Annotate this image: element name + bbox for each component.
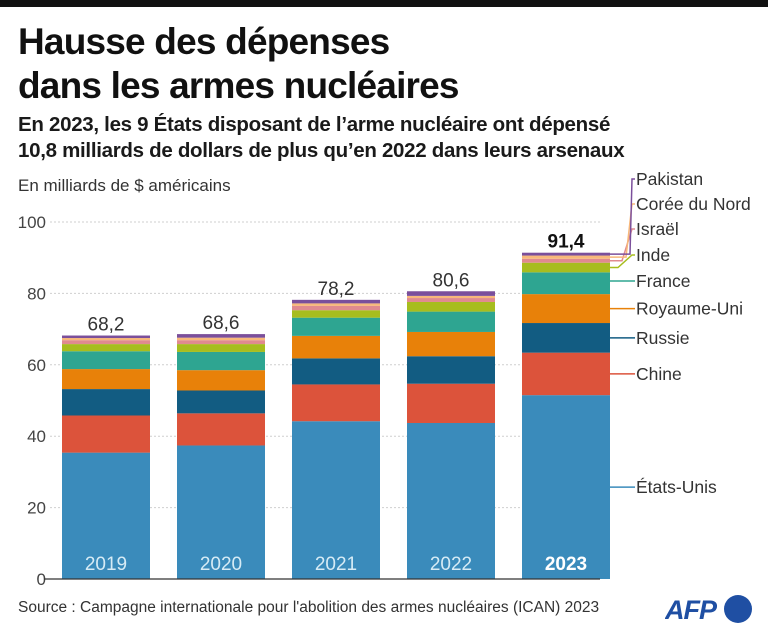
- bar-segment-chine: [522, 352, 610, 396]
- bar-segment-pakistan: [407, 291, 495, 296]
- total-label: 68,6: [203, 313, 240, 334]
- bar-segment-isra-l: [177, 340, 265, 345]
- chart-title: Hausse des dépenses dans les armes nuclé…: [18, 20, 658, 108]
- total-label: 78,2: [318, 279, 355, 300]
- bar-segment--tats-unis: [177, 445, 265, 579]
- y-tick-label: 40: [27, 427, 46, 446]
- bar-segment-pakistan: [292, 299, 380, 304]
- legend-label-chine: Chine: [636, 364, 682, 384]
- y-tick-label: 0: [37, 570, 46, 589]
- legend-label-cor-e-du-nord: Corée du Nord: [636, 194, 751, 214]
- top-rule: [0, 0, 768, 7]
- afp-logo: AFP: [665, 595, 752, 625]
- bar-segment-cor-e-du-nord: [62, 338, 150, 341]
- bar-segment-inde: [522, 262, 610, 273]
- y-tick-label: 60: [27, 356, 46, 375]
- bar-segment-chine: [62, 415, 150, 453]
- bar-segment-cor-e-du-nord: [522, 255, 610, 259]
- subtitle-line-2: 10,8 milliards de dollars de plus qu’en …: [18, 139, 625, 162]
- legend-label-france: France: [636, 271, 690, 291]
- legend-label-inde: Inde: [636, 245, 670, 265]
- afp-logo-text: AFP: [665, 595, 718, 625]
- bars: [62, 252, 610, 579]
- legend-leader-inde: [610, 254, 635, 269]
- bar-segment-cor-e-du-nord: [407, 295, 495, 299]
- title-line-2: dans les armes nucléaires: [18, 65, 460, 106]
- total-label: 68,2: [88, 315, 125, 336]
- afp-logo-dot: [724, 595, 752, 623]
- bar-segment-pakistan: [522, 252, 610, 256]
- legend-label-pakistan: Pakistan: [636, 169, 703, 189]
- legend-leader-pakistan: [610, 178, 635, 255]
- bar-segment-france: [522, 272, 610, 295]
- bar-segment-russie: [292, 358, 380, 385]
- bar-segment-isra-l: [407, 298, 495, 302]
- total-label: 80,6: [433, 270, 470, 291]
- legend-label-royaume-uni: Royaume-Uni: [636, 299, 743, 319]
- bar-segment-isra-l: [522, 258, 610, 263]
- bar-segment-inde: [62, 344, 150, 352]
- legend: États-Unis Chine Russie Royaume-Uni France In…: [610, 169, 751, 497]
- bar-segment-isra-l: [62, 340, 150, 345]
- source-note: Source : Campagne internationale pour l'…: [18, 599, 600, 616]
- bar-segment-royaume-uni: [407, 331, 495, 357]
- total-label: 91,4: [548, 232, 585, 253]
- subtitle-line-1: En 2023, les 9 États disposant de l’arme…: [18, 113, 611, 136]
- bar-segment-pakistan: [62, 335, 150, 339]
- bar-segment-france: [407, 311, 495, 332]
- y-tick-label: 80: [27, 284, 46, 303]
- bar-segment-chine: [407, 383, 495, 423]
- bar-segment--tats-unis: [292, 421, 380, 579]
- bar-2020: [177, 334, 265, 579]
- bar-segment-isra-l: [292, 305, 380, 311]
- bar-segment-cor-e-du-nord: [292, 303, 380, 306]
- bar-segment-inde: [177, 344, 265, 352]
- legend-label-isra-l: Israël: [636, 219, 679, 239]
- bar-segment-royaume-uni: [177, 370, 265, 391]
- bar-segment-cor-e-du-nord: [177, 337, 265, 341]
- bar-segment--tats-unis: [407, 422, 495, 579]
- bar-segment-russie: [177, 390, 265, 414]
- legend-leader-cor-e-du-nord: [610, 203, 635, 258]
- bar-segment-inde: [407, 301, 495, 312]
- bar-segment-royaume-uni: [62, 369, 150, 390]
- bar-2021: [292, 299, 380, 579]
- total-labels: 68,2 68,6 78,2 80,6 91,4: [88, 232, 585, 336]
- legend-label--tats-unis: États-Unis: [636, 477, 717, 497]
- chart-subtitle: En 2023, les 9 États disposant de l’arme…: [18, 112, 758, 164]
- bar-2019: [62, 335, 150, 579]
- y-tick-label: 100: [18, 213, 46, 232]
- y-axis-ticks: 0 20 40 60 80 100: [18, 213, 46, 589]
- title-line-1: Hausse des dépenses: [18, 21, 390, 62]
- bar-segment-russie: [407, 356, 495, 384]
- x-tick-label: 2023: [545, 554, 587, 575]
- bar-segment-france: [292, 317, 380, 336]
- bar-2022: [407, 291, 495, 579]
- bar-segment-chine: [177, 413, 265, 446]
- x-tick-label: 2019: [85, 554, 127, 575]
- bar-segment-russie: [62, 389, 150, 416]
- bar-2023: [522, 252, 610, 579]
- y-axis-unit-label: En milliards de $ américains: [18, 176, 231, 195]
- legend-label-russie: Russie: [636, 328, 690, 348]
- bar-segment--tats-unis: [62, 452, 150, 579]
- bar-segment-pakistan: [177, 334, 265, 338]
- bar-segment-inde: [292, 310, 380, 318]
- bar-segment-france: [177, 351, 265, 371]
- x-axis-labels: 2019 2020 2021 2022 2023: [85, 554, 587, 575]
- bar-segment-russie: [522, 323, 610, 353]
- y-tick-label: 20: [27, 499, 46, 518]
- bar-segment-royaume-uni: [292, 335, 380, 359]
- bar-segment--tats-unis: [522, 395, 610, 579]
- x-tick-label: 2020: [200, 554, 242, 575]
- bar-segment-royaume-uni: [522, 294, 610, 324]
- x-tick-label: 2022: [430, 554, 472, 575]
- bar-segment-france: [62, 351, 150, 370]
- x-tick-label: 2021: [315, 554, 357, 575]
- bar-segment-chine: [292, 384, 380, 422]
